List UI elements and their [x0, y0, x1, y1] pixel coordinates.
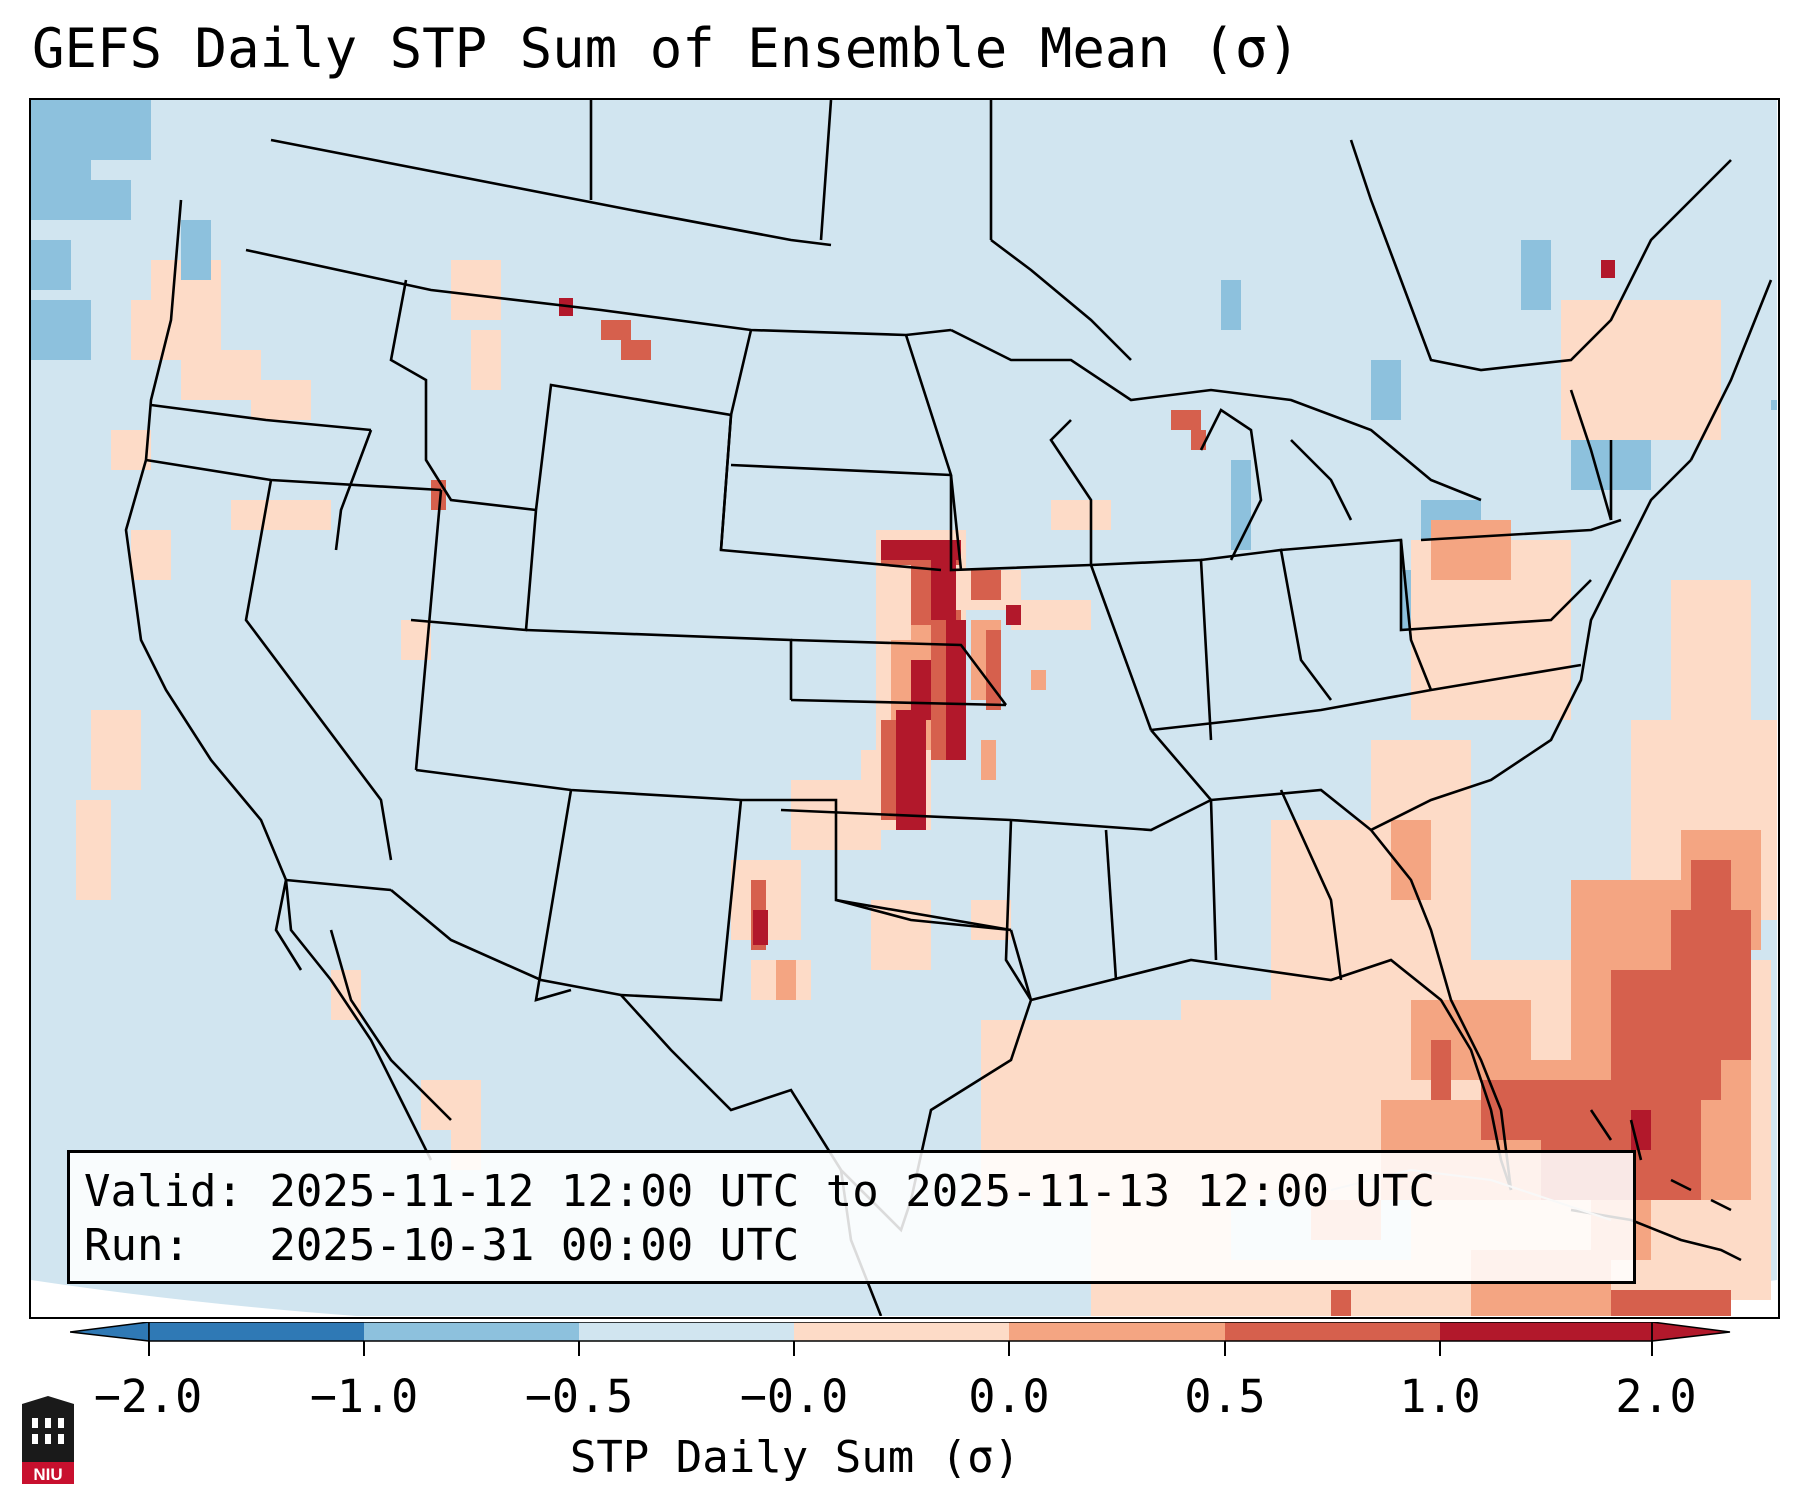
- colorbar-label: STP Daily Sum (σ): [569, 1432, 1021, 1483]
- colorbar-tick-label: −0.5: [524, 1370, 634, 1423]
- colorbar: [70, 1322, 1731, 1356]
- colorbar-extend-high: [1651, 1322, 1731, 1342]
- colorbar-segment: [1225, 1322, 1440, 1341]
- valid-run-info-box: Valid: 2025-11-12 12:00 UTC to 2025-11-1…: [67, 1150, 1636, 1284]
- niu-logo: NIU: [22, 1396, 74, 1484]
- colorbar-tick-label: 1.0: [1399, 1370, 1481, 1423]
- colorbar-segment: [794, 1322, 1009, 1341]
- colorbar-tick-label: 0.5: [1184, 1370, 1266, 1423]
- colorbar-tick-label: 0.0: [968, 1370, 1050, 1423]
- colorbar-segment: [364, 1322, 579, 1341]
- borders: [124, 100, 1773, 1316]
- colorbar-tick-label: −0.0: [739, 1370, 849, 1423]
- colorbar-segment: [149, 1322, 364, 1341]
- map-panel: [29, 98, 1780, 1319]
- colorbar-extend-low: [70, 1322, 150, 1342]
- svg-text:NIU: NIU: [33, 1465, 62, 1484]
- valid-time-text: Valid: 2025-11-12 12:00 UTC to 2025-11-1…: [84, 1166, 1436, 1217]
- colorbar-tick-label: 2.0: [1615, 1370, 1697, 1423]
- colorbar-segments: [70, 1322, 1731, 1356]
- colorbar-tick-label: −2.0: [93, 1370, 203, 1423]
- map-canvas: [31, 100, 1777, 1316]
- colorbar-tick-label: −1.0: [309, 1370, 419, 1423]
- colorbar-segment: [579, 1322, 794, 1341]
- page-title: GEFS Daily STP Sum of Ensemble Mean (σ): [32, 17, 1300, 80]
- colorbar-segment: [1009, 1322, 1225, 1341]
- colorbar-segment: [1440, 1322, 1652, 1341]
- run-time-text: Run: 2025-10-31 00:00 UTC: [84, 1220, 800, 1271]
